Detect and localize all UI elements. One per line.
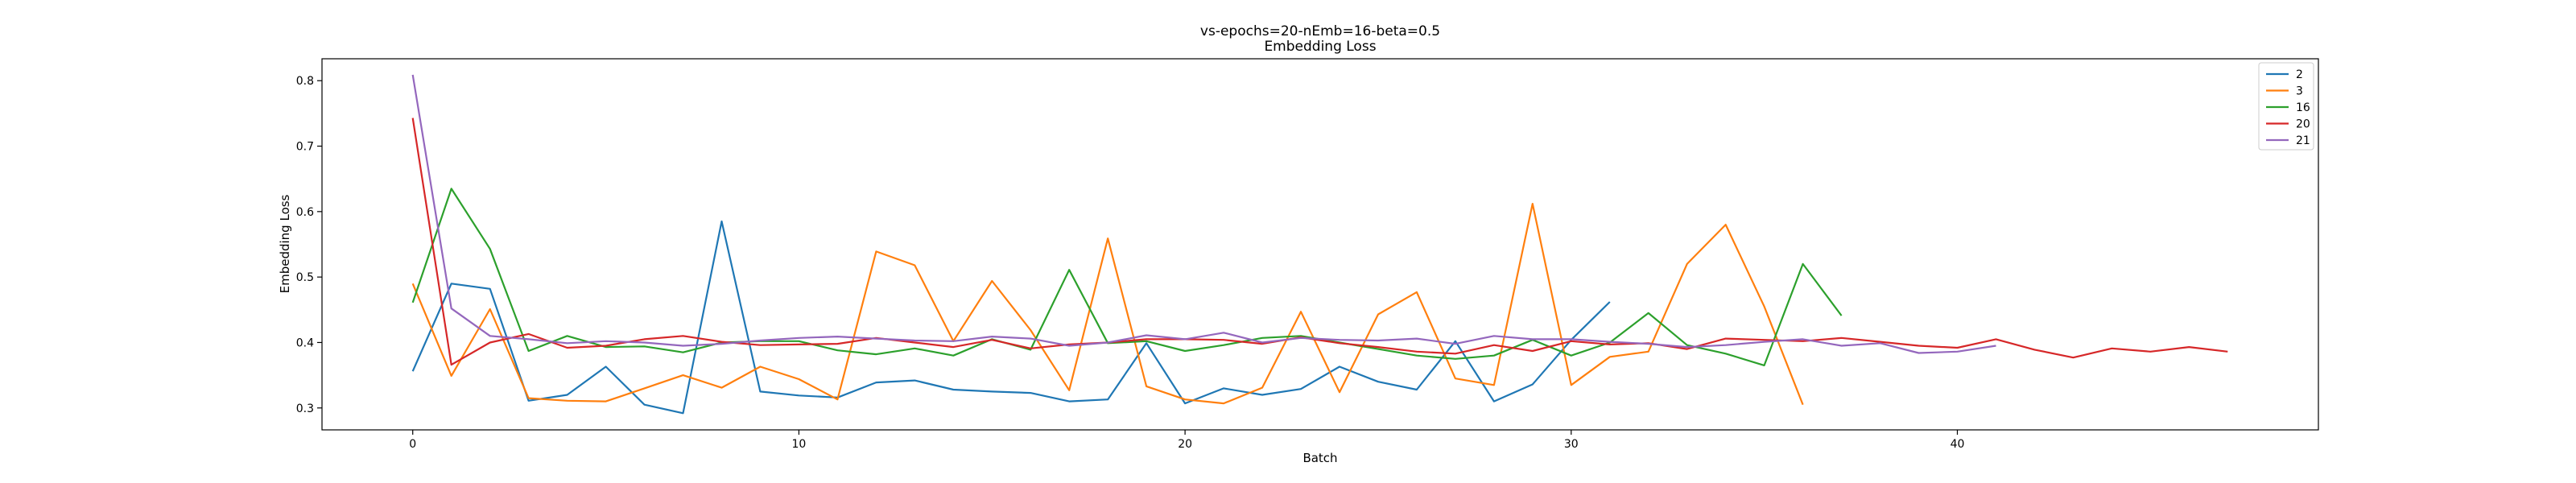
chart-title: vs-epochs=20-nEmb=16-beta=0.5 xyxy=(1200,23,1440,39)
plot-lines xyxy=(411,74,2228,415)
legend-label-21: 21 xyxy=(2296,134,2310,147)
y-tick-label: 0.3 xyxy=(296,402,314,415)
x-tick-label: 30 xyxy=(1564,438,1579,451)
legend-label-3: 3 xyxy=(2296,85,2303,98)
x-tick-label: 10 xyxy=(792,438,807,451)
chart-subtitle: Embedding Loss xyxy=(1264,39,1376,55)
legend: 2 3 16 20 21 xyxy=(2258,62,2314,151)
x-tick-label: 40 xyxy=(1951,438,1965,451)
series-line-20 xyxy=(411,118,2228,366)
y-axis-label: Embedding Loss xyxy=(278,194,292,293)
plot-frame xyxy=(321,58,2319,431)
y-tick-label: 0.8 xyxy=(296,75,314,88)
y-tick-label: 0.4 xyxy=(296,336,314,349)
series-line-2 xyxy=(411,220,1611,415)
y-tick-label: 0.7 xyxy=(296,141,314,154)
legend-label-20: 20 xyxy=(2296,118,2310,131)
x-tick-label: 20 xyxy=(1178,438,1192,451)
series-line-21 xyxy=(411,74,1996,354)
y-axis-ticks: 0.3 0.4 0.5 0.6 0.7 0.8 xyxy=(296,75,322,415)
legend-label-16: 16 xyxy=(2296,101,2310,114)
legend-label-2: 2 xyxy=(2296,68,2303,81)
y-tick-label: 0.6 xyxy=(296,206,314,219)
x-tick-label: 0 xyxy=(409,438,416,451)
y-tick-label: 0.5 xyxy=(296,271,314,284)
x-axis-label: Batch xyxy=(1302,451,1337,465)
series-line-3 xyxy=(411,203,1804,406)
x-axis-ticks: 0 10 20 30 40 xyxy=(409,430,1964,451)
